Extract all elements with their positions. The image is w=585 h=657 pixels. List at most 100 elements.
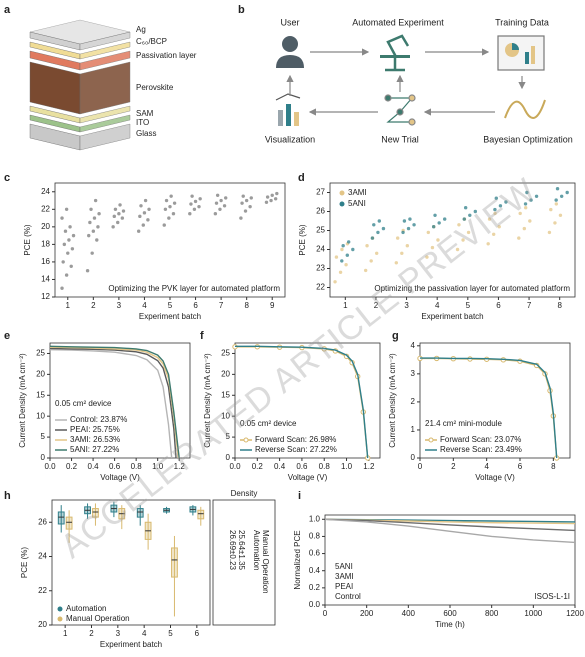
x-tick-label: 0.0 bbox=[44, 462, 56, 471]
point bbox=[370, 236, 375, 240]
point bbox=[528, 219, 532, 223]
point bbox=[60, 286, 64, 290]
point bbox=[67, 238, 71, 242]
layer-label: Passivation layer bbox=[136, 51, 197, 60]
point bbox=[554, 202, 559, 206]
plot-frame bbox=[49, 342, 191, 459]
x-axis-label: Time (h) bbox=[435, 620, 465, 629]
x-tick-label: 1200 bbox=[566, 609, 584, 618]
y-tick-label: 25 bbox=[316, 226, 325, 235]
point bbox=[68, 225, 72, 229]
point bbox=[466, 230, 471, 235]
point bbox=[270, 193, 274, 197]
point bbox=[425, 255, 429, 259]
panel-label: g bbox=[392, 330, 399, 342]
y-tick-label: 0.6 bbox=[309, 549, 321, 558]
x-tick-label: 200 bbox=[360, 609, 374, 618]
x-tick-label: 0 bbox=[323, 609, 328, 618]
y-tick-label: 20 bbox=[221, 369, 230, 378]
point bbox=[555, 187, 560, 191]
x-tick-label: 0 bbox=[418, 462, 423, 471]
point bbox=[142, 211, 147, 215]
y-tick-label: 3 bbox=[411, 369, 416, 378]
point bbox=[136, 229, 141, 233]
point bbox=[491, 232, 496, 236]
legend-marker bbox=[339, 190, 345, 196]
point bbox=[462, 217, 466, 221]
x-axis-label: Experiment batch bbox=[421, 312, 483, 321]
x-tick-label: 0.6 bbox=[296, 462, 308, 471]
x-tick-label: 6 bbox=[193, 301, 198, 310]
legend-label: 3AMI bbox=[348, 188, 367, 197]
point bbox=[63, 229, 68, 233]
layer bbox=[79, 41, 131, 60]
point bbox=[468, 213, 472, 217]
point bbox=[269, 198, 273, 203]
point bbox=[213, 211, 218, 216]
point bbox=[93, 198, 98, 203]
point bbox=[162, 223, 166, 227]
y-tick-label: 26 bbox=[38, 517, 47, 526]
annotation: Optimizing the passivation layer for aut… bbox=[374, 284, 570, 293]
point bbox=[463, 206, 468, 210]
point bbox=[95, 238, 99, 242]
annotation: 21.4 cm² mini-module bbox=[425, 419, 502, 428]
legend-label: 5ANI bbox=[335, 562, 353, 571]
point bbox=[346, 240, 351, 244]
point bbox=[493, 207, 497, 212]
y-tick-label: 26 bbox=[316, 207, 325, 216]
point bbox=[340, 247, 344, 252]
point bbox=[143, 198, 148, 203]
box bbox=[57, 511, 65, 525]
density-label: 25.64±1.35 bbox=[237, 530, 246, 571]
point bbox=[71, 233, 76, 238]
point bbox=[401, 230, 405, 235]
point bbox=[504, 200, 508, 204]
layer-label: Ag bbox=[136, 25, 146, 34]
x-tick-label: 2 bbox=[91, 301, 96, 310]
y-tick-label: 12 bbox=[41, 292, 50, 301]
layer bbox=[29, 61, 81, 115]
point bbox=[70, 247, 75, 251]
point bbox=[394, 261, 399, 265]
legend-label: 3AMI bbox=[335, 572, 354, 581]
series-line bbox=[235, 345, 369, 459]
box bbox=[65, 516, 73, 530]
point bbox=[431, 225, 436, 229]
legend-label: Control bbox=[335, 592, 361, 601]
point bbox=[164, 198, 169, 203]
legend-marker bbox=[428, 437, 434, 443]
x-tick-label: 1 bbox=[343, 301, 348, 310]
point bbox=[400, 251, 404, 255]
point bbox=[529, 198, 533, 202]
y-tick-label: 5 bbox=[226, 432, 231, 441]
x-tick-label: 8 bbox=[557, 301, 562, 310]
point bbox=[547, 230, 552, 235]
x-tick-label: 4 bbox=[142, 301, 147, 310]
point bbox=[275, 191, 279, 196]
point bbox=[365, 244, 369, 248]
point bbox=[553, 221, 557, 225]
point bbox=[121, 209, 126, 213]
point bbox=[408, 217, 412, 221]
layer-label: SAM bbox=[136, 109, 154, 118]
plot-frame bbox=[419, 342, 571, 459]
y-axis-label: Current Density (mA cm⁻²) bbox=[388, 353, 397, 448]
legend-label: Control: 23.87% bbox=[70, 415, 127, 424]
point bbox=[412, 223, 416, 227]
plot-frame bbox=[234, 342, 381, 459]
y-tick-label: 15 bbox=[36, 390, 45, 399]
point bbox=[64, 207, 69, 212]
point bbox=[351, 247, 355, 252]
x-tick-label: 3 bbox=[404, 301, 409, 310]
legend-label: PEAI bbox=[335, 582, 353, 591]
y-tick-label: 1 bbox=[411, 425, 416, 434]
point bbox=[461, 238, 465, 242]
point bbox=[60, 216, 64, 220]
series-line bbox=[49, 349, 173, 459]
y-tick-label: 0.8 bbox=[309, 532, 321, 541]
y-tick-label: 24 bbox=[316, 245, 325, 254]
point bbox=[171, 211, 176, 216]
